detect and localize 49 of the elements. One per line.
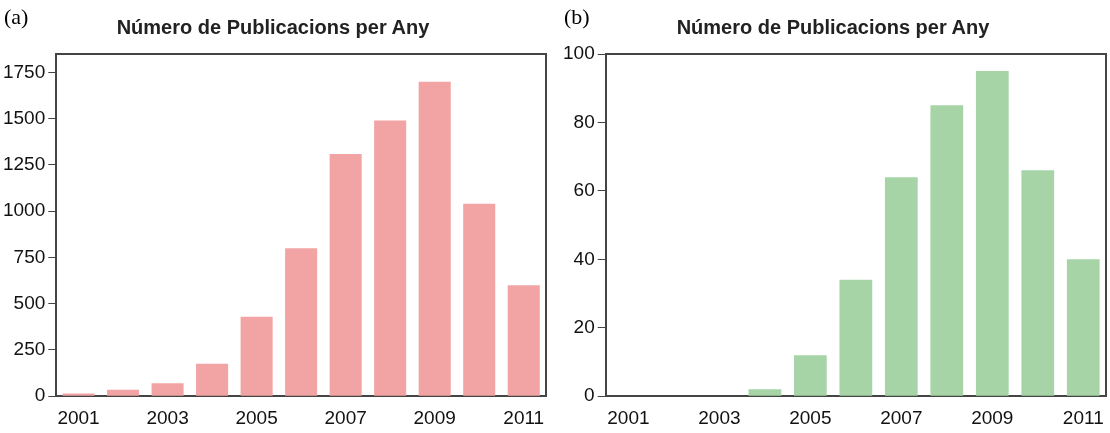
bar <box>196 363 229 396</box>
y-tick-label: 500 <box>13 291 46 313</box>
bar <box>151 383 184 396</box>
x-tick-label: 2005 <box>235 406 278 428</box>
bar <box>240 316 273 396</box>
y-tick-label: 80 <box>573 110 595 132</box>
text: (b) <box>564 4 590 30</box>
y-tick-label: 0 <box>584 384 595 406</box>
y-tick-label: 60 <box>573 179 595 201</box>
y-tick-label: 1000 <box>2 199 46 221</box>
x-tick-label: 2011 <box>1062 406 1104 428</box>
chart-title: Número de Publicacions per Any <box>116 15 431 38</box>
bar <box>463 203 496 396</box>
bar <box>1066 259 1100 396</box>
bar <box>839 279 873 396</box>
bar <box>285 248 318 396</box>
bar <box>794 355 827 396</box>
y-tick-label: 250 <box>13 338 46 360</box>
y-tick-label: 1750 <box>2 60 46 82</box>
x-tick-label: 2007 <box>880 406 923 428</box>
bar <box>748 389 782 396</box>
y-tick-label: 40 <box>573 247 595 269</box>
text: (a) <box>4 4 29 30</box>
x-tick-label: 2011 <box>503 406 545 428</box>
bar <box>62 393 95 396</box>
bar <box>418 81 451 396</box>
x-tick-label: 2003 <box>146 406 189 428</box>
y-tick-label: 750 <box>13 245 46 267</box>
bar <box>930 105 964 396</box>
bar <box>374 120 407 396</box>
bar <box>884 177 918 396</box>
bar <box>1021 170 1055 396</box>
chart-title: Número de Publicacions per Any <box>676 15 991 38</box>
y-tick-label: 1500 <box>2 106 46 128</box>
bar <box>975 71 1009 396</box>
x-tick-label: 2007 <box>324 406 367 428</box>
bar <box>507 285 540 396</box>
bar <box>329 153 362 396</box>
bar <box>107 389 140 396</box>
x-tick-label: 2003 <box>698 406 741 428</box>
y-tick-label: 20 <box>573 315 595 337</box>
y-tick-label: 0 <box>34 384 46 406</box>
x-tick-label: 2009 <box>971 406 1014 428</box>
x-tick-label: 2001 <box>57 406 100 428</box>
x-tick-label: 2009 <box>413 406 456 428</box>
y-tick-label: 100 <box>563 42 595 64</box>
x-tick-label: 2005 <box>789 406 832 428</box>
y-tick-label: 1250 <box>2 153 46 175</box>
x-tick-label: 2001 <box>607 406 650 428</box>
